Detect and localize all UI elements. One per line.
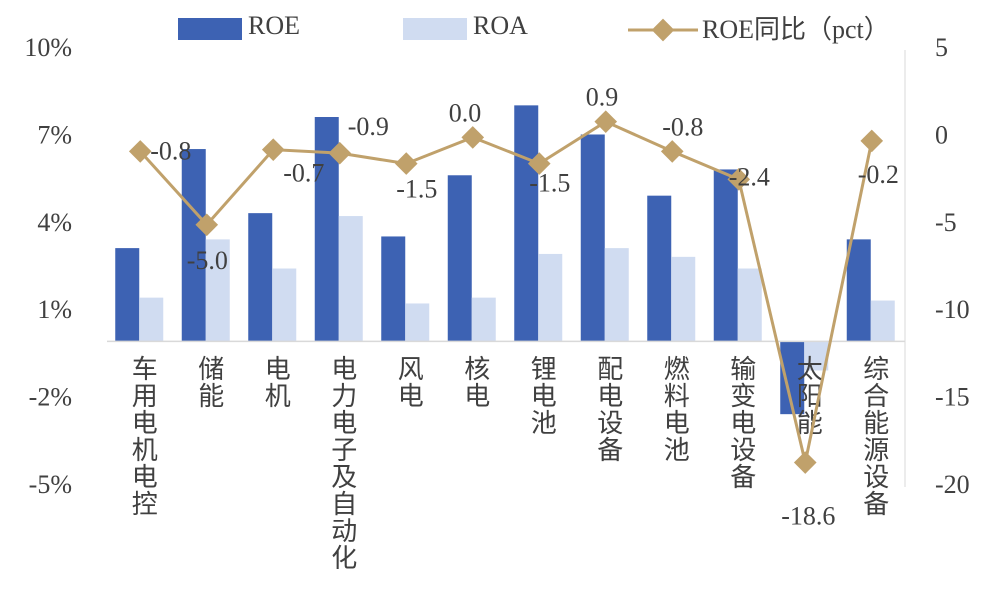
bar	[205, 239, 230, 342]
bar	[447, 175, 472, 342]
bar	[405, 303, 430, 342]
bar	[870, 300, 895, 342]
y-tick-label: 1%	[37, 295, 72, 324]
marker	[394, 152, 418, 175]
x-tick-label: 配电设备	[594, 355, 623, 463]
bar	[671, 256, 696, 342]
y-tick-label: -5%	[29, 470, 72, 499]
bar	[538, 253, 563, 342]
bar	[647, 195, 672, 342]
y-tick-label: 10%	[24, 33, 72, 62]
bar	[514, 105, 539, 342]
bar	[115, 248, 140, 342]
y-tick-label: 7%	[37, 120, 72, 149]
x-tick-label: 燃料电池	[660, 355, 689, 463]
y2-tick-label: -10	[935, 295, 970, 324]
legend-label: ROE同比（pct）	[702, 15, 890, 44]
x-tick-label: 储能	[195, 355, 224, 409]
x-tick-label: 电机	[261, 355, 290, 409]
bar	[248, 213, 273, 342]
data-label: -18.6	[781, 501, 835, 530]
y2-tick-label: -20	[935, 470, 970, 499]
x-tick-label: 车用电机电控	[128, 355, 157, 517]
data-label: 0.9	[586, 83, 619, 112]
data-label: 0.0	[449, 98, 482, 127]
bar	[846, 239, 871, 342]
bar	[737, 268, 762, 342]
x-tick-label: 锂电池	[527, 355, 556, 436]
y-tick-label: -2%	[29, 383, 72, 412]
data-label: -0.7	[283, 159, 324, 188]
legend-swatch	[403, 18, 467, 40]
x-tick-label: 风电	[394, 355, 423, 409]
data-label: -1.5	[529, 169, 570, 198]
line	[139, 119, 874, 463]
x-tick-label: 电力电子及自动化	[328, 355, 357, 571]
marker	[461, 126, 485, 149]
y-tick-label: 4%	[37, 208, 72, 237]
legend-label: ROE	[248, 11, 300, 40]
x-tick-label: 综合能源设备	[860, 355, 889, 517]
marker	[793, 451, 817, 474]
data-label: -2.4	[729, 162, 770, 191]
y2-tick-label: 0	[935, 120, 948, 149]
x-tick-label: 太阳能	[793, 355, 822, 436]
x-tick-label: 核电	[461, 355, 490, 409]
marker	[860, 129, 884, 153]
legend-swatch	[178, 18, 242, 40]
bar	[139, 297, 164, 342]
bar	[604, 248, 629, 342]
legend-label: ROA	[473, 11, 528, 40]
bar	[272, 268, 297, 342]
bar	[580, 134, 605, 342]
marker	[594, 110, 618, 133]
bar	[338, 216, 363, 342]
data-label: -0.8	[662, 112, 703, 141]
marker	[660, 140, 684, 163]
data-label: -0.2	[858, 160, 899, 189]
data-label: -5.0	[187, 246, 228, 275]
data-label: -0.8	[150, 136, 191, 165]
legend-marker	[651, 18, 675, 42]
y2-tick-label: -5	[935, 208, 957, 237]
bar	[471, 297, 496, 342]
bar	[381, 236, 406, 342]
bar	[181, 149, 206, 342]
data-label: -1.5	[396, 175, 437, 204]
y2-tick-label: -15	[935, 383, 970, 412]
y2-tick-label: 5	[935, 33, 948, 62]
bar	[713, 169, 738, 342]
data-label: -0.9	[348, 112, 389, 141]
x-tick-label: 输变电设备	[727, 355, 756, 490]
